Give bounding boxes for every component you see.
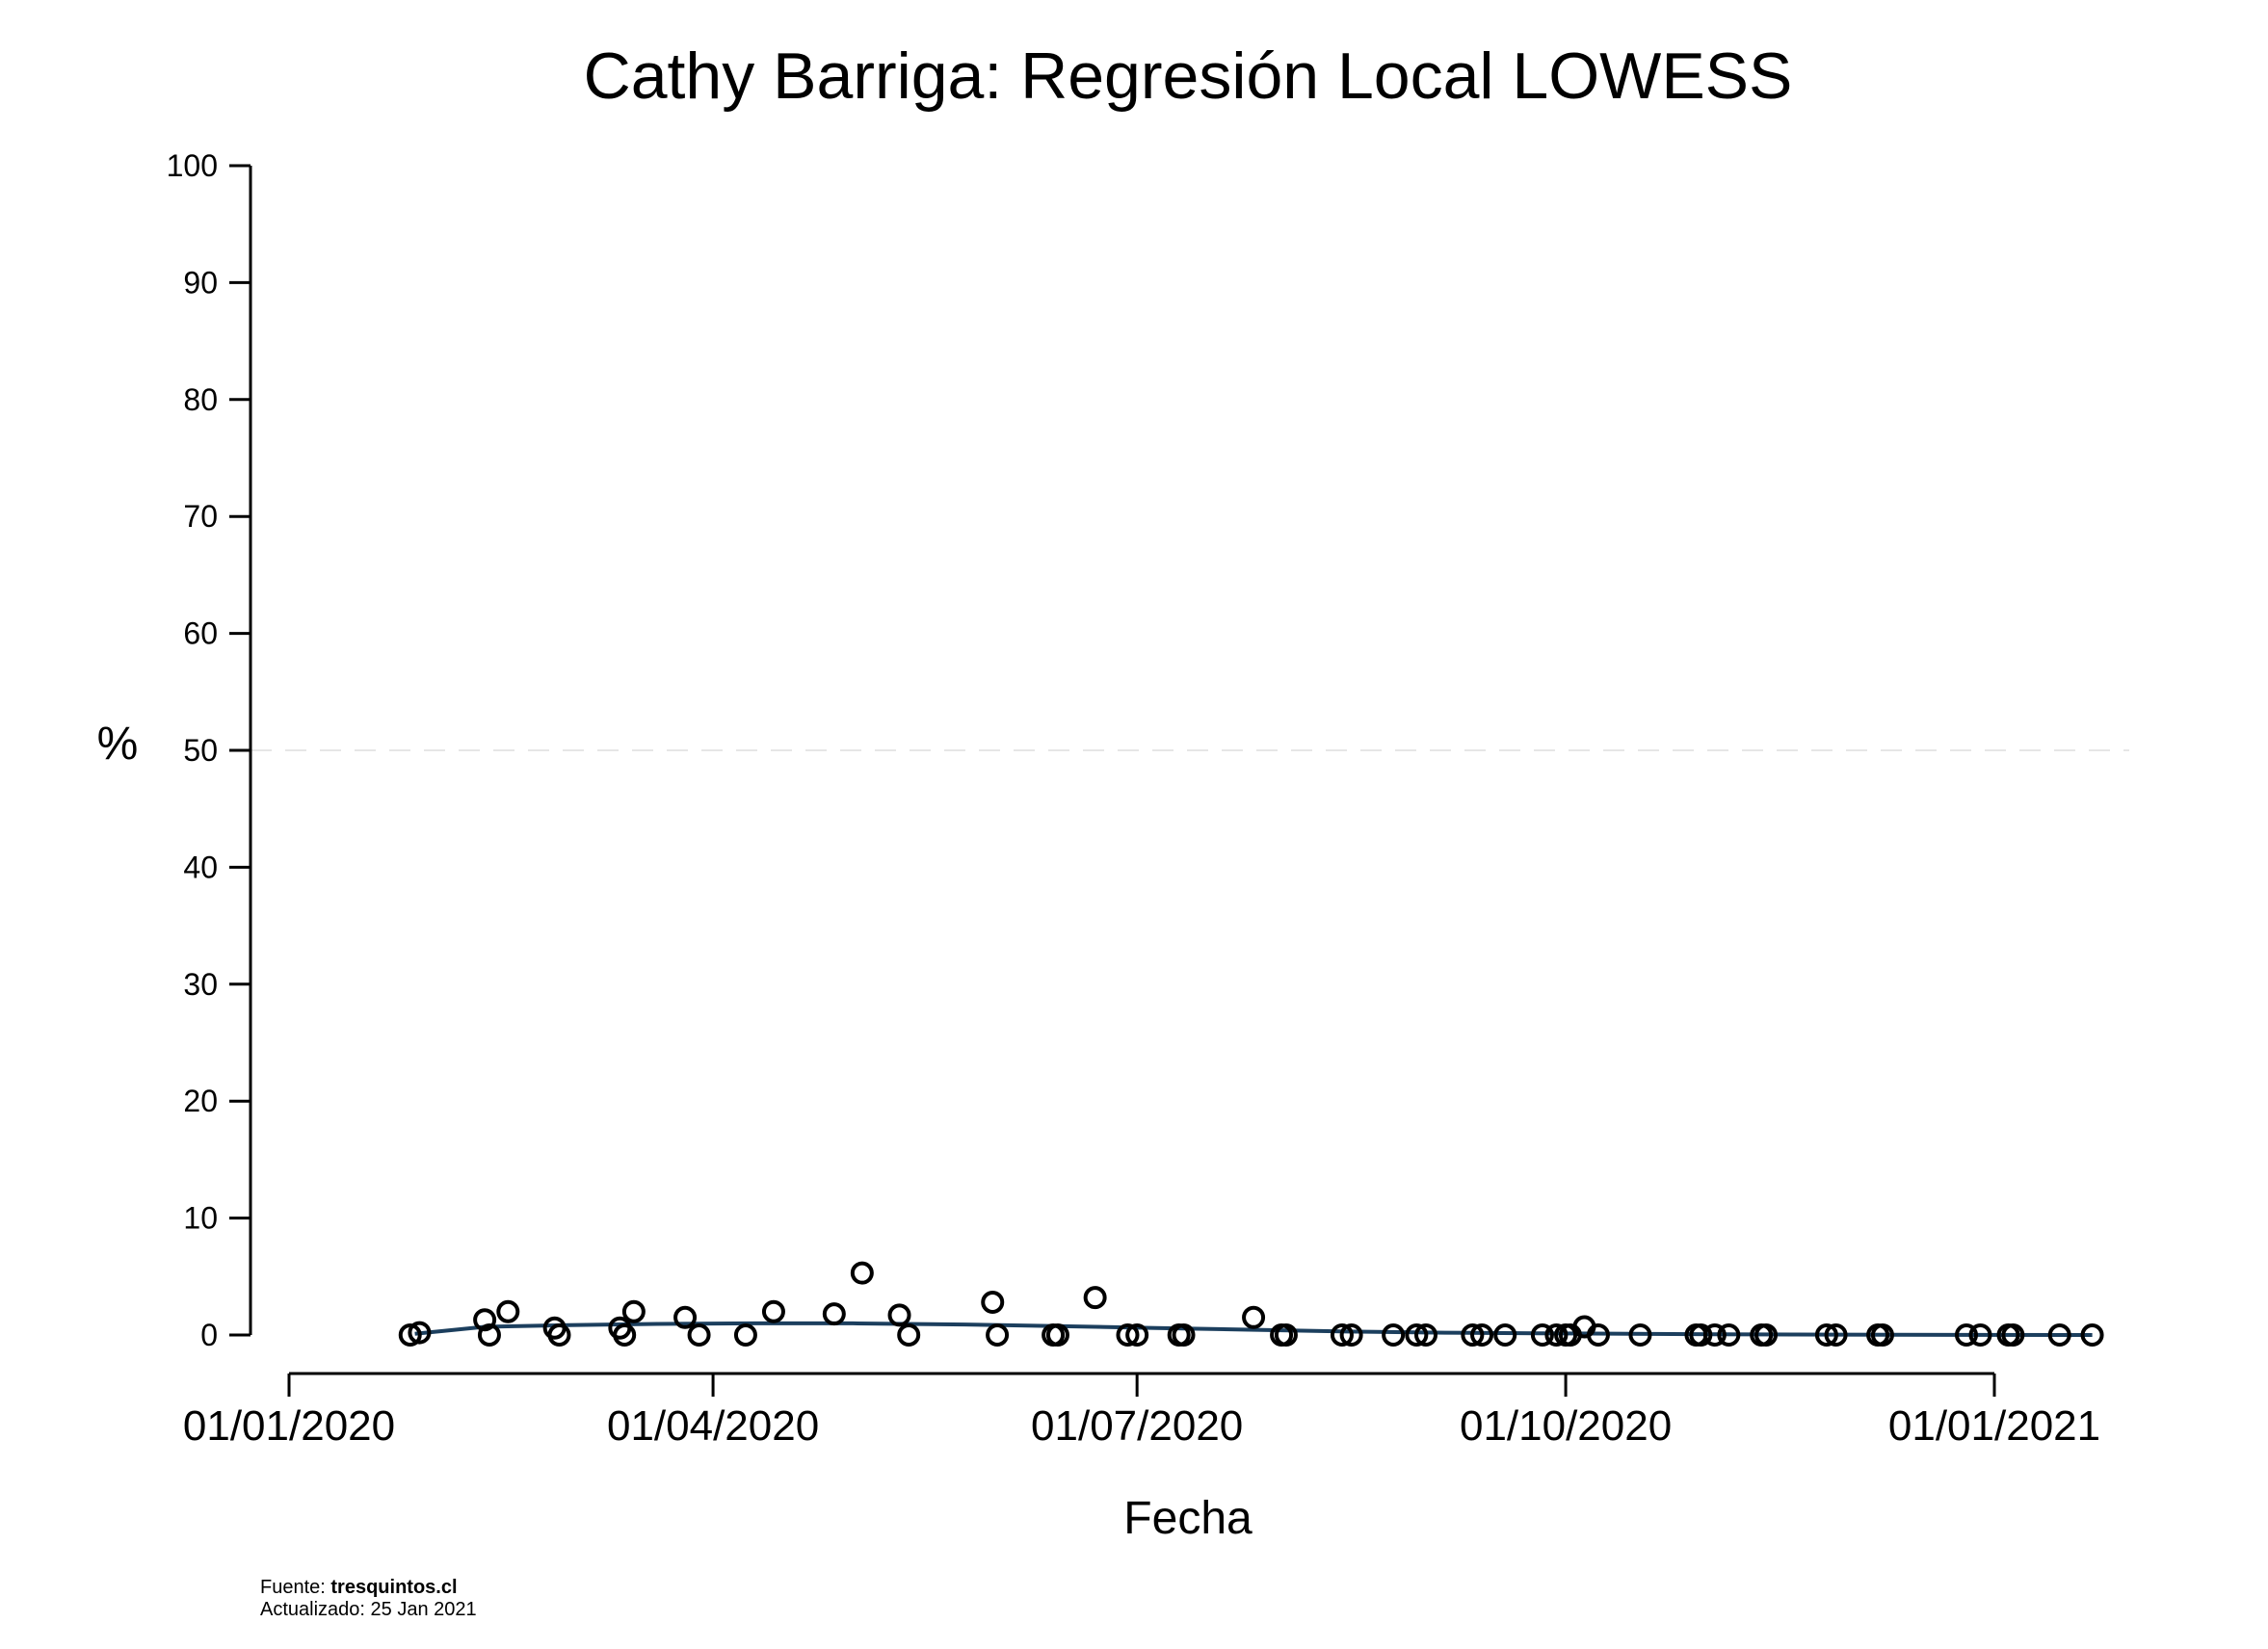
data-point — [1274, 1323, 1298, 1347]
data-point — [673, 1305, 698, 1329]
data-point — [1754, 1323, 1779, 1347]
data-point — [1824, 1323, 1848, 1347]
data-point — [822, 1302, 846, 1326]
points-layer — [398, 1261, 2104, 1347]
data-point — [1814, 1323, 1838, 1347]
data-point — [981, 1291, 1005, 1315]
data-point — [1870, 1323, 1894, 1347]
data-point — [1702, 1323, 1727, 1347]
data-point — [1172, 1323, 1196, 1347]
y-tick-label: 30 — [183, 967, 218, 1002]
data-point — [398, 1323, 422, 1347]
data-point — [1544, 1323, 1569, 1347]
y-tick-label: 60 — [183, 616, 218, 651]
data-point — [1045, 1323, 1069, 1347]
y-tick-label: 50 — [183, 733, 218, 768]
data-point — [850, 1261, 874, 1285]
data-point — [1382, 1323, 1406, 1347]
y-tick-label: 100 — [167, 148, 218, 183]
data-point — [761, 1299, 785, 1323]
data-point — [1125, 1323, 1149, 1347]
data-point — [1461, 1323, 1485, 1347]
data-point — [408, 1321, 432, 1345]
y-tick-label: 0 — [200, 1318, 218, 1352]
y-tick-label: 80 — [183, 382, 218, 417]
y-axis-label: % — [97, 719, 139, 770]
data-point — [2047, 1323, 2071, 1347]
data-point — [1689, 1323, 1713, 1347]
footer-source: Fuente: tresquintos.cl — [260, 1577, 458, 1598]
data-point — [477, 1323, 501, 1347]
data-point — [547, 1323, 571, 1347]
data-point — [1116, 1323, 1140, 1347]
data-point — [613, 1323, 637, 1347]
data-point — [496, 1299, 520, 1323]
footer-source-prefix: Fuente: — [260, 1577, 330, 1598]
x-tick-label: 01/01/2020 — [183, 1402, 395, 1450]
data-point — [1470, 1323, 1494, 1347]
data-point — [2080, 1323, 2104, 1347]
x-tick-label: 01/10/2020 — [1460, 1402, 1672, 1450]
data-point — [1717, 1323, 1741, 1347]
data-point — [687, 1323, 711, 1347]
data-point — [1954, 1323, 1978, 1347]
data-point — [1493, 1323, 1517, 1347]
data-point — [897, 1323, 921, 1347]
data-point — [621, 1299, 646, 1323]
x-tick-label: 01/04/2020 — [607, 1402, 819, 1450]
y-tick-label: 40 — [183, 850, 218, 884]
data-point — [473, 1308, 497, 1332]
x-tick-label: 01/01/2021 — [1888, 1402, 2100, 1450]
x-axis: 01/01/2020 01/04/2020 01/07/2020 01/10/2020… — [183, 1372, 2100, 1450]
footer-updated: Actualizado: 25 Jan 2021 — [260, 1599, 477, 1620]
data-point — [2001, 1323, 2025, 1347]
data-point — [1339, 1323, 1363, 1347]
footer-source-site: tresquintos.cl — [330, 1577, 457, 1598]
y-tick-label: 10 — [183, 1201, 218, 1236]
data-point — [1968, 1323, 1992, 1347]
data-point — [1530, 1323, 1554, 1347]
data-point — [1414, 1323, 1437, 1347]
data-point — [1405, 1323, 1429, 1347]
x-tick-label: 01/07/2020 — [1031, 1402, 1243, 1450]
data-point — [1330, 1323, 1354, 1347]
data-point — [733, 1323, 757, 1347]
data-point — [1628, 1323, 1652, 1347]
x-axis-label: Fecha — [1123, 1493, 1253, 1544]
y-tick-label: 20 — [183, 1084, 218, 1118]
y-tick-label: 70 — [183, 499, 218, 534]
data-point — [887, 1303, 911, 1327]
data-point — [986, 1323, 1010, 1347]
y-axis: 0 10 20 30 40 50 60 70 80 90 100 — [167, 148, 252, 1352]
data-point — [1586, 1323, 1610, 1347]
data-point — [1083, 1286, 1107, 1310]
data-point — [1242, 1305, 1266, 1329]
y-tick-label: 90 — [183, 265, 218, 300]
chart-title: Cathy Barriga: Regresión Local LOWESS — [584, 39, 1793, 113]
